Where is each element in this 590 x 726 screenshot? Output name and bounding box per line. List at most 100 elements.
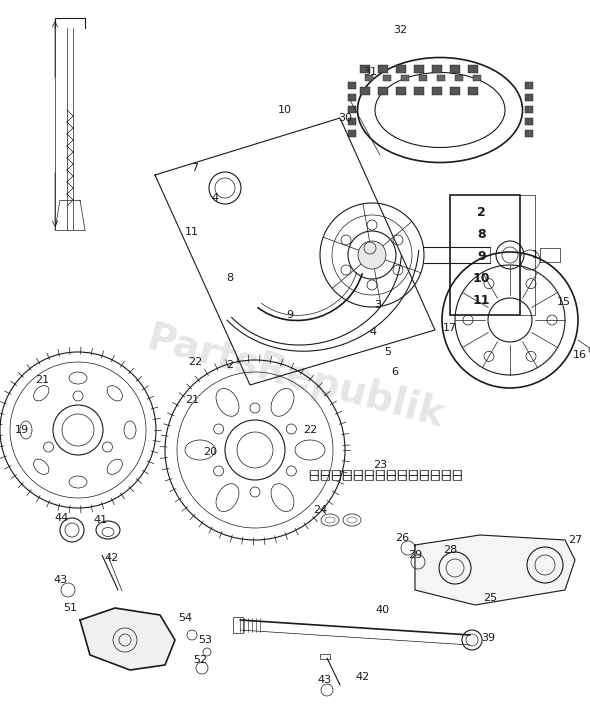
Text: 9: 9 [477,250,486,264]
Text: 15: 15 [557,297,571,307]
Text: 43: 43 [318,675,332,685]
Text: 7: 7 [191,163,199,173]
Bar [450,65,460,73]
Text: 8: 8 [477,229,486,242]
Text: 28: 28 [443,545,457,555]
Bar [442,470,450,475]
Bar [409,475,417,480]
Bar [468,65,478,73]
Bar [376,475,384,480]
Bar [450,87,460,95]
Text: 8: 8 [227,273,234,283]
Bar [437,75,445,81]
Bar [354,475,362,480]
Text: 24: 24 [313,505,327,515]
Text: 23: 23 [373,460,387,470]
Bar [320,654,330,659]
Bar [414,65,424,73]
Text: 40: 40 [375,605,389,615]
Bar [540,248,560,262]
Bar [343,475,351,480]
Bar [321,470,329,475]
Bar [419,75,427,81]
Bar [525,130,533,137]
Text: 1: 1 [532,250,539,260]
Bar [343,470,351,475]
Text: 2: 2 [477,206,486,219]
Bar [365,475,373,480]
Text: 31: 31 [363,67,377,77]
Bar [348,94,356,101]
Bar [387,475,395,480]
Bar [398,470,406,475]
Text: 4: 4 [211,193,218,203]
Bar [432,65,442,73]
Bar [332,470,340,475]
Text: 52: 52 [193,655,207,665]
Bar [453,470,461,475]
Bar [442,475,450,480]
Polygon shape [415,535,575,605]
Text: 10: 10 [473,272,490,285]
Text: 4: 4 [369,327,376,337]
Bar [360,65,370,73]
Text: 41: 41 [93,515,107,525]
Bar [401,75,409,81]
Bar [354,470,362,475]
Bar [409,470,417,475]
Text: 6: 6 [392,367,398,377]
Bar [473,75,481,81]
Text: 39: 39 [481,633,495,643]
Text: 44: 44 [55,513,69,523]
Text: 30: 30 [338,113,352,123]
Bar [398,475,406,480]
Text: 2: 2 [227,360,234,370]
Text: 42: 42 [356,672,370,682]
Bar [348,106,356,113]
Text: 16: 16 [573,350,587,360]
Bar [525,118,533,125]
Text: 11: 11 [473,295,490,308]
Text: PartsRepublik: PartsRepublik [142,319,448,436]
Bar [365,75,373,81]
Bar [348,118,356,125]
Text: 22: 22 [188,357,202,367]
Text: 51: 51 [63,603,77,613]
Text: 43: 43 [53,575,67,585]
Text: 32: 32 [393,25,407,35]
Bar [348,130,356,137]
Text: 21: 21 [185,395,199,405]
Circle shape [358,241,386,269]
Bar [360,87,370,95]
Text: 27: 27 [568,535,582,545]
Text: 21: 21 [35,375,49,385]
Bar [468,87,478,95]
Text: 3: 3 [375,300,382,310]
Text: 10: 10 [278,105,292,115]
Text: 19: 19 [15,425,29,435]
Bar [365,470,373,475]
Bar [383,75,391,81]
Bar [525,94,533,101]
Text: 54: 54 [178,613,192,623]
Bar [233,617,243,633]
Bar [431,470,439,475]
Bar [396,65,406,73]
Polygon shape [80,608,175,670]
Bar [455,75,463,81]
Bar [525,106,533,113]
Bar [310,470,318,475]
Text: 53: 53 [198,635,212,645]
Bar [420,475,428,480]
Bar [376,470,384,475]
Bar [396,87,406,95]
Bar [310,475,318,480]
Text: 11: 11 [185,227,199,237]
Bar [332,475,340,480]
Bar [348,82,356,89]
Bar [453,475,461,480]
Bar [525,82,533,89]
Text: 17: 17 [443,323,457,333]
Text: 20: 20 [203,447,217,457]
Bar [432,87,442,95]
